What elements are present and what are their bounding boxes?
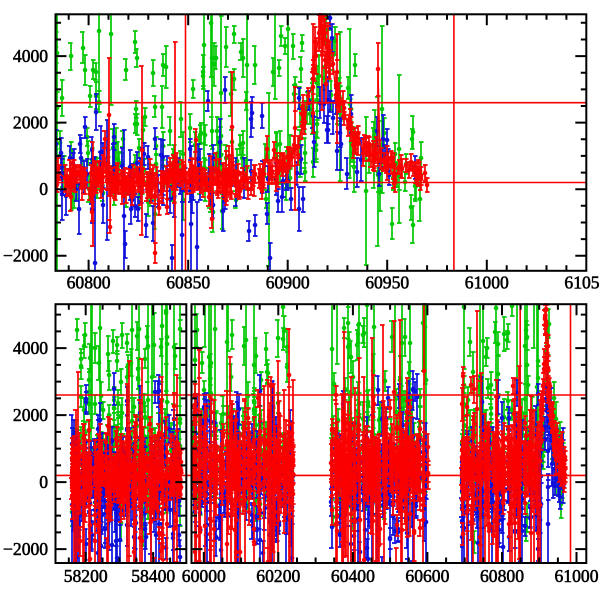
svg-text:0: 0: [39, 179, 48, 199]
svg-text:4000: 4000: [13, 338, 48, 358]
svg-text:58400: 58400: [131, 566, 175, 586]
svg-text:60600: 60600: [405, 566, 449, 586]
svg-text:60200: 60200: [256, 566, 300, 586]
svg-text:4000: 4000: [13, 46, 48, 66]
svg-text:61000: 61000: [555, 566, 599, 586]
svg-text:60850: 60850: [166, 273, 210, 293]
svg-text:−2000: −2000: [3, 245, 48, 265]
svg-text:60800: 60800: [67, 273, 111, 293]
svg-text:60800: 60800: [480, 566, 524, 586]
svg-text:60400: 60400: [331, 566, 375, 586]
svg-text:2000: 2000: [13, 112, 48, 132]
svg-text:60900: 60900: [266, 273, 310, 293]
svg-text:60950: 60950: [365, 273, 409, 293]
svg-text:58200: 58200: [64, 566, 108, 586]
svg-text:60000: 60000: [182, 566, 226, 586]
svg-text:61050: 61050: [564, 273, 600, 293]
svg-text:61000: 61000: [465, 273, 509, 293]
svg-text:0: 0: [39, 472, 48, 492]
svg-text:2000: 2000: [13, 405, 48, 425]
svg-text:−2000: −2000: [3, 539, 48, 559]
